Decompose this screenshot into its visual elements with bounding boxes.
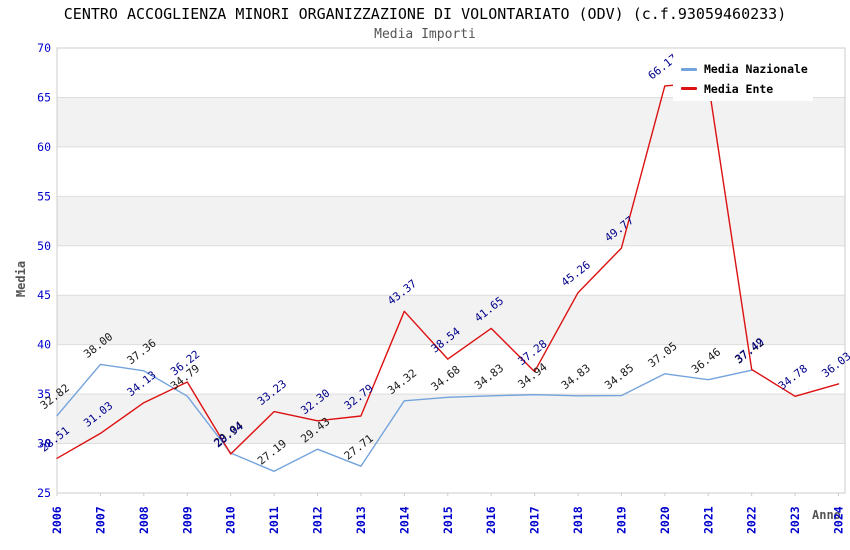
x-tick-label: 2020 [658, 506, 672, 534]
point-label: 34.83 [472, 362, 506, 393]
point-label: 34.32 [385, 367, 419, 398]
x-tick-label: 2010 [224, 506, 238, 534]
x-tick-label: 2018 [571, 506, 585, 534]
x-tick-label: 2021 [701, 506, 715, 534]
plot-band [57, 97, 845, 147]
x-tick-label: 2011 [267, 506, 281, 534]
y-tick-label: 35 [37, 387, 51, 401]
x-tick-label: 2007 [93, 506, 107, 534]
legend-label: Media Nazionale [704, 62, 808, 77]
y-tick-label: 65 [37, 90, 51, 104]
x-tick-label: 2015 [441, 506, 455, 534]
x-tick-label: 2009 [180, 506, 194, 534]
legend: Media Nazionale Media Ente [673, 57, 813, 101]
y-tick-label: 50 [37, 239, 51, 253]
series-line-media-nazionale [56, 363, 753, 472]
legend-label: Media Ente [704, 81, 774, 96]
legend-item-media-ente: Media Ente [673, 82, 813, 96]
plot-border [56, 47, 846, 494]
point-label: 45.26 [559, 258, 593, 289]
legend-swatch-blue-line-icon [681, 67, 697, 71]
plot-band [57, 196, 845, 246]
point-label: 34.78 [776, 362, 810, 393]
legend-item-media-nazionale: Media Nazionale [673, 62, 813, 76]
y-tick-label: 60 [37, 140, 51, 154]
x-tick-label: 2008 [137, 506, 151, 534]
x-tick-label: 2014 [397, 506, 411, 534]
x-tick-label: 2006 [50, 506, 64, 534]
y-tick-label: 25 [37, 486, 51, 500]
point-label: 34.83 [559, 362, 593, 393]
point-label: 34.85 [602, 361, 636, 392]
plot-band [57, 394, 845, 444]
x-tick-label: 2012 [311, 506, 325, 534]
y-tick-label: 70 [37, 41, 51, 55]
legend-swatch-red-line-icon [681, 87, 697, 91]
y-tick-label: 30 [37, 437, 51, 451]
point-label: 34.68 [429, 363, 463, 394]
x-tick-label: 2013 [354, 506, 368, 534]
chart-title: CENTRO ACCOGLIENZA MINORI ORGANIZZAZIONE… [63, 5, 787, 23]
plot-band [57, 295, 845, 345]
x-tick-label: 2024 [832, 506, 846, 534]
x-tick-label: 2016 [484, 506, 498, 534]
chart-subtitle: Media Importi [374, 27, 476, 42]
point-label: 36.46 [689, 345, 723, 376]
x-tick-label: 2019 [614, 506, 628, 534]
x-axis-title: Anno [812, 508, 841, 522]
y-tick-label: 55 [37, 189, 51, 203]
x-tick-label: 2022 [745, 506, 759, 534]
y-tick-label: 40 [37, 338, 51, 352]
x-tick-label: 2023 [788, 506, 802, 534]
x-tick-label: 2017 [528, 506, 542, 534]
y-tick-label: 45 [37, 288, 51, 302]
